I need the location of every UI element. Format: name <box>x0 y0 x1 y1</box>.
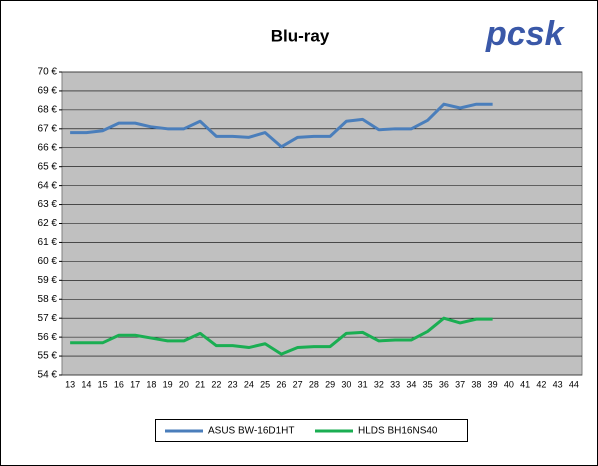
chart-title: Blu-ray <box>271 26 330 45</box>
y-tick-label: 70 € <box>38 67 58 78</box>
series-line <box>70 102 493 149</box>
x-tick-label: 22 <box>211 379 221 389</box>
x-tick-label: 38 <box>471 379 481 389</box>
x-tick-label: 42 <box>536 379 546 389</box>
x-tick-label: 43 <box>553 379 563 389</box>
x-tick-label: 21 <box>195 379 205 389</box>
legend-label: ASUS BW-16D1HT <box>208 426 295 437</box>
y-tick-label: 60 € <box>38 256 58 267</box>
series-line <box>70 316 493 356</box>
x-tick-label: 19 <box>163 379 173 389</box>
logo: pcsk <box>485 15 566 53</box>
x-tick-label: 39 <box>488 379 498 389</box>
y-tick-label: 54 € <box>38 370 58 381</box>
y-tick-label: 65 € <box>38 161 58 172</box>
y-tick-label: 57 € <box>38 313 58 324</box>
y-tick-label: 59 € <box>38 275 58 286</box>
x-tick-label: 26 <box>276 379 286 389</box>
x-tick-label: 17 <box>130 379 140 389</box>
y-tick-label: 56 € <box>38 332 58 343</box>
x-tick-label: 16 <box>114 379 124 389</box>
x-tick-label: 15 <box>98 379 108 389</box>
y-tick-label: 69 € <box>38 86 58 97</box>
x-tick-label: 28 <box>309 379 319 389</box>
x-tick-label: 33 <box>390 379 400 389</box>
x-tick-label: 32 <box>374 379 384 389</box>
x-tick-label: 27 <box>293 379 303 389</box>
x-tick-label: 18 <box>146 379 156 389</box>
x-tick-label: 40 <box>504 379 514 389</box>
y-tick-label: 66 € <box>38 142 58 153</box>
y-tick-label: 62 € <box>38 218 58 229</box>
x-tick-label: 30 <box>341 379 351 389</box>
y-tick-label: 61 € <box>38 237 58 248</box>
x-tick-label: 37 <box>455 379 465 389</box>
x-tick-label: 14 <box>81 379 91 389</box>
x-tick-label: 34 <box>406 379 416 389</box>
x-tick-label: 24 <box>244 379 254 389</box>
x-tick-label: 23 <box>228 379 238 389</box>
y-tick-label: 68 € <box>38 105 58 116</box>
x-tick-label: 36 <box>439 379 449 389</box>
x-tick-label: 35 <box>423 379 433 389</box>
y-tick-label: 58 € <box>38 294 58 305</box>
y-tick-label: 63 € <box>38 199 58 210</box>
x-tick-label: 20 <box>179 379 189 389</box>
legend-box <box>155 419 468 442</box>
x-tick-label: 13 <box>65 379 75 389</box>
x-tick-label: 25 <box>260 379 270 389</box>
x-tick-label: 31 <box>358 379 368 389</box>
y-tick-label: 55 € <box>38 351 58 362</box>
legend-label: HLDS BH16NS40 <box>358 426 438 437</box>
y-tick-label: 64 € <box>38 180 58 191</box>
x-tick-label: 44 <box>569 379 579 389</box>
x-tick-label: 41 <box>520 379 530 389</box>
y-tick-label: 67 € <box>38 123 58 134</box>
x-tick-label: 29 <box>325 379 335 389</box>
